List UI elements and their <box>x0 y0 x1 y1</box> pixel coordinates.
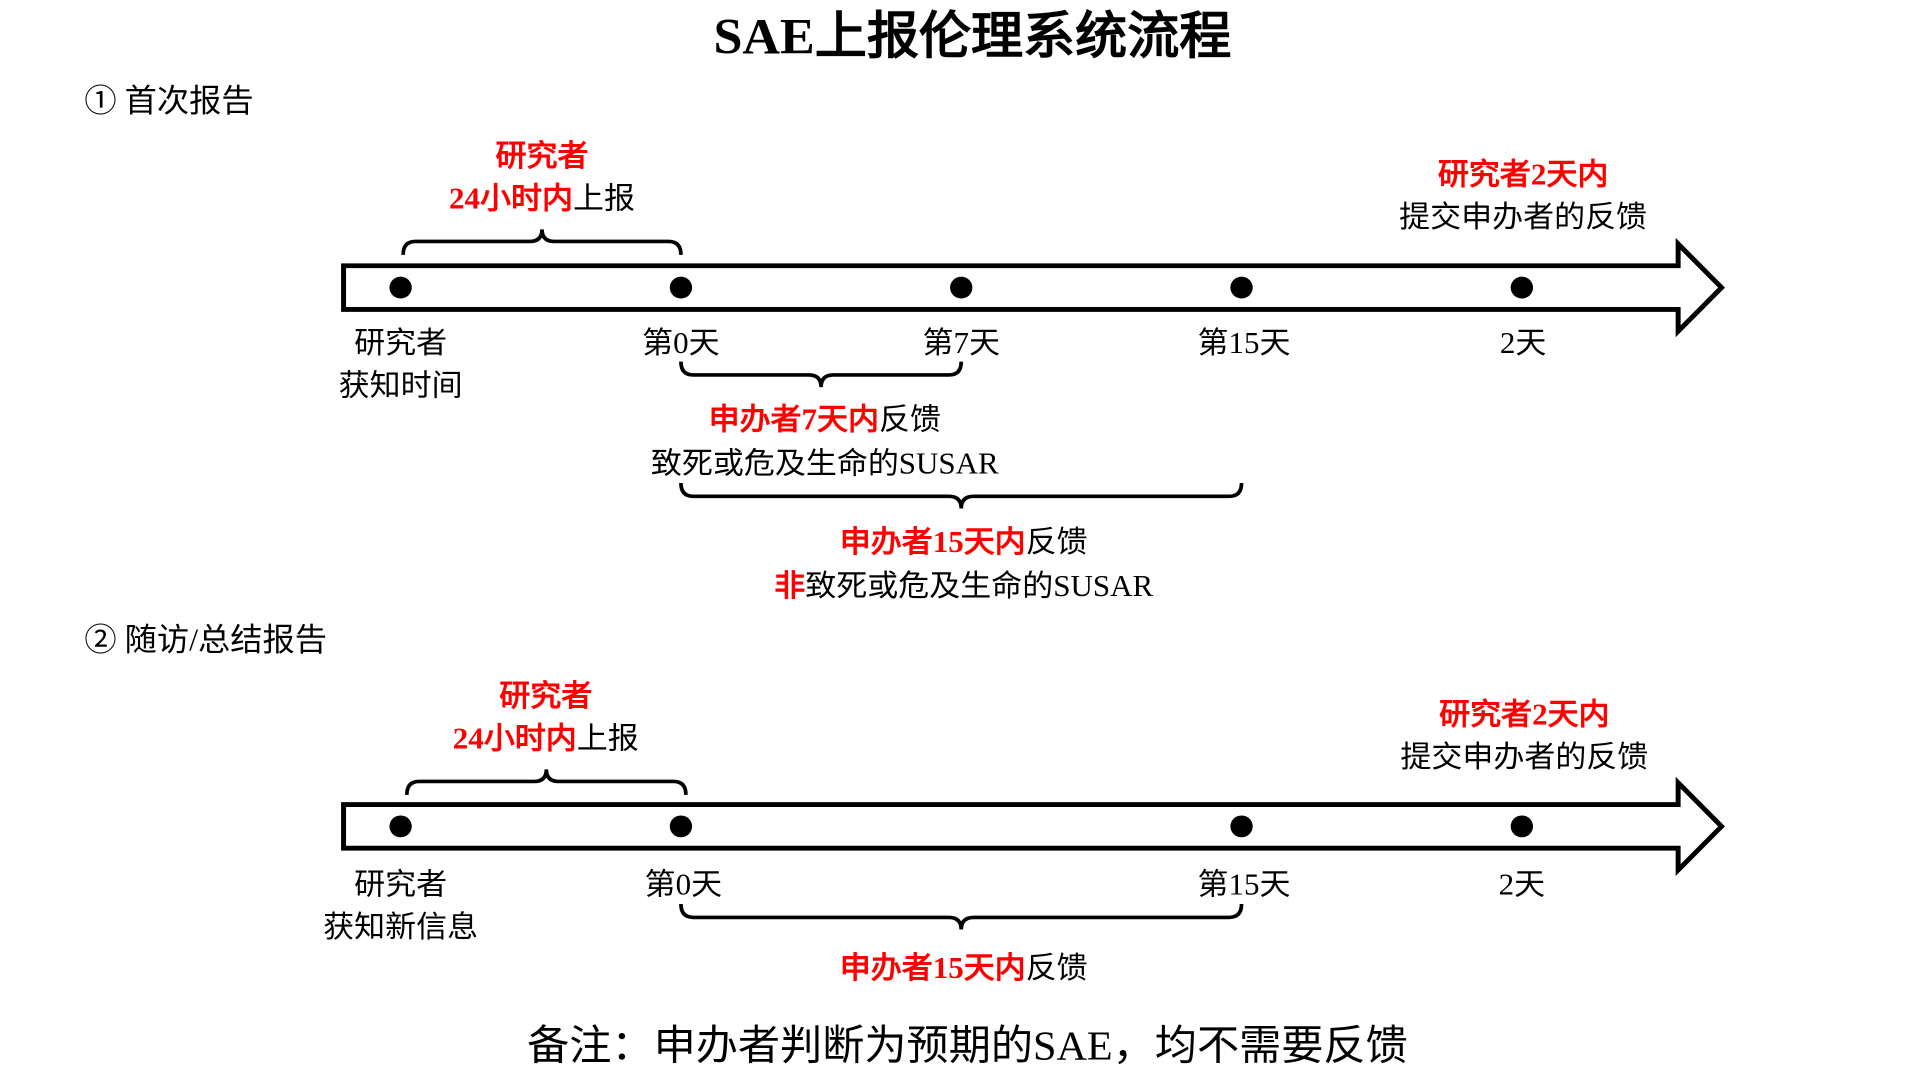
s1-sponsor15-desc: 非致死或危及生命的SUSAR <box>774 569 1153 603</box>
timeline-dot <box>950 276 973 299</box>
timeline-dot <box>1230 276 1253 299</box>
s1-point-label: 第7天 <box>922 326 999 360</box>
s2-point-label: 2天 <box>1499 868 1546 902</box>
s1-point-label: 获知时间 <box>339 369 463 403</box>
s2-point-label: 研究者 <box>354 868 447 902</box>
s1-investigator-deadline: 24小时内上报 <box>449 182 635 216</box>
s1-feedback-desc: 提交申办者的反馈 <box>1399 200 1647 234</box>
s1-investigator-label: 研究者 <box>496 139 589 174</box>
timeline-dot <box>389 276 412 299</box>
s1-brace-15d <box>679 482 1244 509</box>
timeline-dot <box>669 815 693 838</box>
s2-brace-24h <box>404 769 688 795</box>
s1-point-label: 2天 <box>1500 326 1547 360</box>
footnote: 备注：申办者判断为预期的SAE，均不需要反馈 <box>527 1024 1408 1069</box>
s2-brace-15d <box>679 903 1244 930</box>
timeline-dot <box>389 815 412 838</box>
s2-feedback-deadline: 研究者2天内 <box>1439 697 1609 732</box>
s2-sponsor15-deadline: 申办者15天内反馈 <box>840 951 1088 985</box>
timeline-dot <box>1230 815 1253 838</box>
s1-brace-7d <box>679 361 964 388</box>
s1-feedback-deadline: 研究者2天内 <box>1438 157 1608 192</box>
s2-point-label: 第0天 <box>645 868 722 902</box>
s2-investigator-deadline: 24小时内上报 <box>453 722 639 756</box>
timeline-arrow-shape <box>341 237 1726 338</box>
section1-heading: ① 首次报告 <box>84 84 253 119</box>
s1-sponsor15-deadline: 申办者15天内反馈 <box>840 525 1088 559</box>
s2-investigator-label: 研究者 <box>499 679 592 714</box>
s2-point-label: 第15天 <box>1198 868 1291 902</box>
s2-feedback-desc: 提交申办者的反馈 <box>1400 740 1648 774</box>
s1-point-label: 研究者 <box>354 326 447 360</box>
timeline-dot <box>669 276 693 299</box>
s1-timeline-arrow <box>341 237 1726 338</box>
s1-point-label: 第0天 <box>642 326 719 360</box>
s1-point-label: 第15天 <box>1198 326 1291 360</box>
s2-point-label: 获知新信息 <box>323 910 478 944</box>
s1-sponsor7-deadline: 申办者7天内反馈 <box>709 403 941 437</box>
s2-timeline-arrow <box>341 776 1726 877</box>
s1-brace-24h <box>401 229 683 255</box>
timeline-dot <box>1510 276 1534 299</box>
timeline-arrow-shape <box>341 776 1726 877</box>
page-title: SAE上报伦理系统流程 <box>713 9 1231 65</box>
section2-heading: ② 随访/总结报告 <box>84 623 327 658</box>
timeline-dot <box>1510 815 1534 838</box>
s1-sponsor7-desc: 致死或危及生命的SUSAR <box>651 447 999 481</box>
